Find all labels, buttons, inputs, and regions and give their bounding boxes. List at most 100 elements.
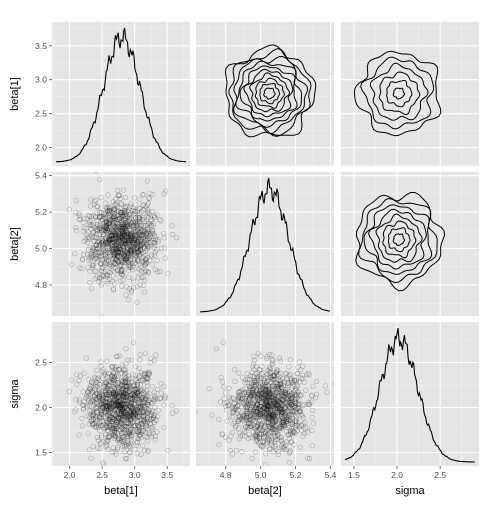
scatter-point — [219, 431, 225, 437]
scatter-point — [144, 410, 150, 416]
scatter-point — [269, 403, 275, 409]
scatter-point — [119, 379, 125, 385]
scatter-point — [108, 406, 114, 412]
scatter-point — [270, 386, 276, 392]
scatter-point — [151, 389, 157, 396]
scatter-point — [281, 443, 287, 450]
scatter-point — [121, 236, 127, 242]
scatter-point — [120, 187, 127, 193]
scatter-point — [110, 223, 116, 229]
scatter-point — [271, 401, 277, 407]
scatter-point — [273, 425, 280, 431]
scatter-point — [290, 403, 296, 409]
scatter-point — [127, 253, 133, 259]
scatter-point — [247, 396, 253, 402]
scatter-point — [253, 409, 259, 415]
scatter-point — [249, 401, 255, 407]
scatter-point — [268, 428, 274, 434]
scatter-point — [120, 224, 126, 231]
scatter-point — [140, 371, 146, 377]
scatter-point — [294, 382, 300, 389]
scatter-point — [111, 377, 117, 383]
scatter-point — [140, 395, 146, 402]
scatter-point — [118, 418, 125, 424]
scatter-point — [267, 430, 273, 436]
scatter-point — [122, 254, 128, 261]
scatter-point — [128, 395, 134, 401]
scatter-point — [256, 382, 262, 388]
scatter-point — [280, 396, 286, 402]
scatter-point — [121, 426, 127, 433]
scatter-point — [132, 260, 138, 266]
scatter-point — [129, 410, 135, 416]
scatter-point — [283, 389, 289, 395]
scatter-point — [121, 231, 127, 237]
scatter-point — [289, 385, 295, 391]
scatter-point — [255, 418, 262, 425]
scatter-point — [105, 246, 111, 252]
scatter-point — [103, 229, 109, 235]
scatter-point — [94, 391, 101, 398]
scatter-point — [134, 239, 140, 245]
scatter-point — [130, 251, 136, 258]
scatter-point — [272, 413, 279, 419]
scatter-point — [125, 398, 131, 404]
scatter-point — [115, 415, 121, 421]
density-curve-beta2 — [200, 177, 330, 313]
scatter-point — [287, 431, 294, 437]
scatter-point — [116, 399, 122, 405]
scatter-point — [264, 353, 270, 359]
scatter-point — [246, 397, 252, 403]
scatter-point — [73, 225, 79, 231]
scatter-point — [101, 225, 107, 231]
scatter-point — [121, 234, 128, 240]
scatter-point — [124, 214, 130, 221]
scatter-point — [127, 250, 134, 256]
scatter-point — [136, 248, 142, 254]
scatter-point — [111, 374, 118, 380]
scatter-point — [262, 414, 268, 420]
scatter-point — [136, 241, 142, 247]
scatter-point — [136, 392, 142, 399]
scatter-point — [103, 405, 110, 411]
panel-plot-area — [196, 22, 334, 166]
scatter-point — [135, 423, 142, 429]
scatter-point — [248, 390, 254, 396]
scatter-point — [293, 400, 299, 406]
scatter-point — [251, 407, 257, 413]
scatter-point — [279, 406, 286, 412]
scatter-point — [93, 234, 99, 240]
scatter-point — [275, 393, 282, 399]
scatter-point — [232, 366, 238, 373]
scatter-point — [112, 265, 118, 271]
scatter-point — [115, 240, 121, 247]
scatter-point — [301, 430, 307, 436]
scatter-point — [270, 391, 276, 397]
scatter-point — [106, 415, 113, 421]
scatter-point — [280, 394, 286, 400]
scatter-point — [132, 228, 139, 234]
scatter-point — [270, 396, 276, 403]
scatter-point — [123, 292, 129, 298]
scatter-point — [268, 434, 274, 440]
scatter-point — [124, 443, 130, 449]
scatter-point — [111, 253, 118, 259]
scatter-point — [121, 230, 127, 236]
scatter-point — [259, 427, 265, 434]
scatter-point — [296, 424, 302, 430]
scatter-point — [130, 413, 137, 419]
scatter-point — [109, 236, 115, 242]
scatter-point — [113, 387, 119, 393]
scatter-point — [136, 251, 142, 257]
scatter-point — [294, 406, 301, 412]
scatter-point — [86, 254, 92, 260]
scatter-point — [121, 209, 128, 215]
scatter-point — [147, 257, 153, 263]
scatter-point — [110, 199, 116, 205]
scatter-point — [113, 248, 119, 254]
scatter-point — [85, 213, 91, 219]
scatter-point — [124, 383, 130, 389]
scatter-point — [117, 270, 123, 276]
scatter-point — [121, 408, 128, 414]
scatter-point — [262, 378, 268, 384]
